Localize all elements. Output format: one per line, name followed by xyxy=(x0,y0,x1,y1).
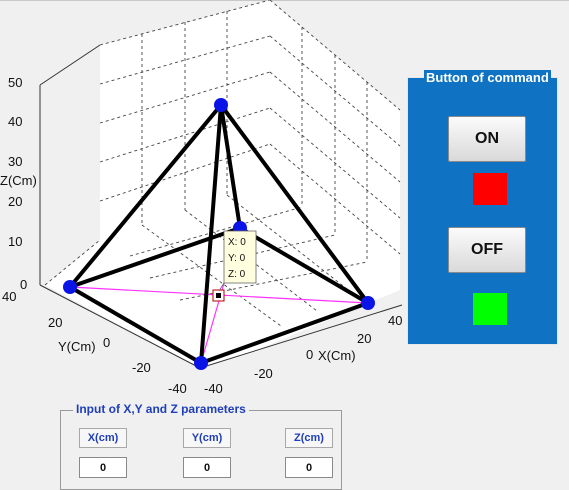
z-param-input[interactable] xyxy=(285,457,333,478)
z-tick-labels: 50 40 30 20 10 0 xyxy=(8,75,27,292)
z-tick-label: 40 xyxy=(8,114,22,129)
on-status-indicator xyxy=(473,173,507,205)
z-axis-label: Z(Cm) xyxy=(0,173,37,188)
left-vertex[interactable] xyxy=(63,280,77,294)
off-button[interactable]: OFF xyxy=(448,227,526,273)
input-parameters-panel: Input of X,Y and Z parameters X(cm) Y(cm… xyxy=(60,402,342,490)
x-tick-label: -20 xyxy=(254,366,273,381)
on-button[interactable]: ON xyxy=(448,116,526,162)
x-param-input[interactable] xyxy=(79,457,127,478)
x-tick-label: 40 xyxy=(388,313,402,328)
y-param-input[interactable] xyxy=(183,457,231,478)
x-tick-label: 20 xyxy=(357,331,371,346)
axes-box xyxy=(39,44,403,369)
datatip-z: Z: 0 xyxy=(228,269,246,280)
input-panel-title: Input of X,Y and Z parameters xyxy=(73,402,249,416)
front-floor xyxy=(45,240,245,368)
z-param-label: Z(cm) xyxy=(285,428,333,448)
x-tick-labels: -40 -20 0 20 40 xyxy=(204,313,402,396)
x-axis-label: X(Cm) xyxy=(318,348,356,363)
command-panel-title: Button of command xyxy=(424,70,551,85)
x-tick-label: 0 xyxy=(306,347,313,362)
top-divider xyxy=(0,0,569,1)
front-vertex[interactable] xyxy=(194,356,208,370)
y-tick-labels: 40 20 0 -20 -40 xyxy=(2,289,187,396)
x-tick-label: -40 xyxy=(204,381,223,396)
datatip: X: 0 Y: 0 Z: 0 xyxy=(218,230,257,292)
y-axis-label: Y(Cm) xyxy=(58,339,96,354)
apex-vertex[interactable] xyxy=(214,98,228,112)
command-panel: Button of command ON OFF xyxy=(407,70,558,345)
y-tick-label: -40 xyxy=(168,381,187,396)
z-tick-label: 10 xyxy=(8,234,22,249)
z-tick-label: 20 xyxy=(8,194,22,209)
pyramid-edges xyxy=(68,103,370,365)
y-tick-label: 40 xyxy=(2,289,16,304)
y-param-label: Y(cm) xyxy=(183,428,231,448)
center-marker[interactable] xyxy=(212,289,225,302)
z-tick-label: 0 xyxy=(20,277,27,292)
y-tick-label: -20 xyxy=(132,360,151,375)
z-tick-label: 30 xyxy=(8,154,22,169)
y-tick-label: 0 xyxy=(103,335,110,350)
x-param-label: X(cm) xyxy=(79,428,127,448)
3d-plot-axes[interactable]: X: 0 Y: 0 Z: 0 50 40 30 20 10 0 Z(Cm) 40… xyxy=(0,0,406,410)
right-vertex[interactable] xyxy=(361,296,375,310)
datatip-x: X: 0 xyxy=(228,237,246,248)
y-tick-label: 20 xyxy=(48,315,62,330)
off-status-indicator xyxy=(473,293,507,325)
z-tick-label: 50 xyxy=(8,75,22,90)
grid-lines xyxy=(44,0,401,327)
datatip-y: Y: 0 xyxy=(228,253,246,264)
